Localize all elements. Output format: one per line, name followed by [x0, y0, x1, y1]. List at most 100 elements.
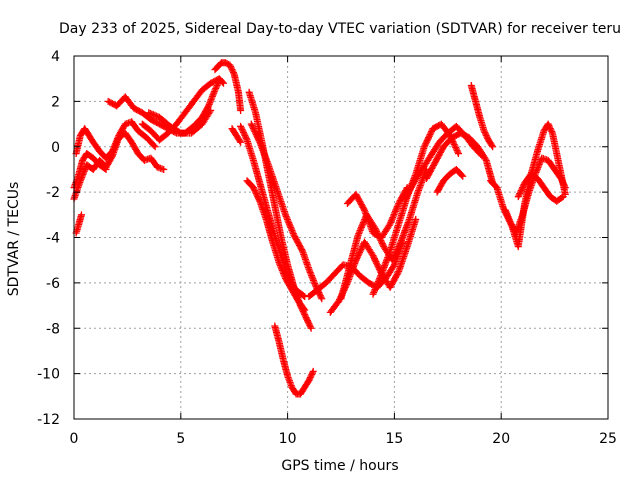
data-point	[250, 126, 258, 134]
axis-ticks: 0 5 10 15 20 25 -12 -10 -8 -6 -4 -2 0 2 4	[37, 49, 617, 447]
data-point	[254, 194, 262, 202]
data-point	[358, 244, 366, 252]
data-point	[253, 132, 261, 140]
data-point	[356, 227, 364, 235]
series-track-14	[271, 322, 317, 398]
data-point	[318, 295, 326, 303]
data-point	[425, 132, 433, 140]
data-point	[454, 150, 462, 158]
data-point	[240, 130, 248, 138]
data-point	[282, 212, 290, 220]
data-point	[218, 78, 226, 86]
series-track-25	[501, 120, 569, 251]
data-point	[393, 246, 401, 254]
data-point	[285, 219, 293, 227]
data-point	[377, 237, 385, 245]
data-points	[70, 59, 569, 398]
data-point	[213, 81, 221, 89]
data-point	[385, 221, 393, 229]
x-tick-label: 25	[599, 431, 617, 447]
data-point	[390, 253, 398, 261]
data-point	[304, 317, 312, 325]
series-track-21	[422, 129, 497, 187]
data-point	[393, 203, 401, 211]
data-point	[305, 376, 313, 384]
series-track-2	[72, 118, 159, 162]
data-point	[481, 128, 489, 136]
data-point	[285, 220, 293, 228]
data-point	[519, 182, 527, 190]
data-point	[374, 278, 382, 286]
data-point	[251, 187, 259, 195]
data-point	[151, 143, 159, 151]
data-point	[175, 128, 183, 136]
data-point	[389, 262, 397, 270]
data-point	[422, 140, 430, 148]
data-point	[386, 220, 394, 228]
series-track-13	[243, 177, 309, 314]
data-point	[379, 241, 387, 249]
data-point	[458, 171, 466, 179]
data-point	[545, 122, 553, 130]
data-point	[283, 216, 291, 224]
data-point	[519, 184, 527, 192]
data-point	[229, 67, 237, 75]
data-point	[306, 375, 314, 383]
series-track-4	[72, 211, 85, 237]
data-point	[357, 223, 365, 231]
data-point	[378, 240, 386, 248]
data-point	[220, 79, 228, 87]
data-point	[389, 214, 397, 222]
data-point	[354, 231, 362, 239]
data-point	[387, 217, 395, 225]
data-point	[356, 249, 364, 257]
data-point	[249, 123, 257, 131]
data-point	[207, 106, 215, 114]
data-point	[255, 196, 263, 204]
data-point	[391, 209, 399, 217]
data-point	[394, 244, 402, 252]
data-point	[228, 66, 236, 74]
data-point	[393, 204, 401, 212]
data-point	[206, 108, 214, 116]
data-point	[249, 125, 257, 133]
data-point	[357, 225, 365, 233]
data-point	[391, 207, 399, 215]
data-point	[389, 255, 397, 263]
data-point	[449, 139, 457, 147]
data-point	[514, 193, 522, 201]
x-tick-label: 0	[70, 431, 79, 447]
data-point	[390, 252, 398, 260]
data-point	[376, 275, 384, 283]
y-tick-label: -4	[46, 231, 60, 247]
y-axis-label: SDTVAR / TECUs	[6, 182, 22, 297]
y-tick-label: -8	[46, 321, 60, 337]
data-point	[306, 321, 314, 329]
data-point	[302, 314, 310, 322]
data-point	[287, 223, 295, 231]
data-point	[252, 131, 260, 139]
series-track-22	[467, 81, 497, 151]
data-point	[394, 201, 402, 209]
series-track-18	[343, 184, 411, 241]
data-point	[242, 134, 250, 142]
series-track-9	[228, 125, 245, 146]
data-point	[394, 269, 402, 277]
data-point	[452, 144, 460, 152]
data-point	[482, 130, 490, 138]
data-point	[376, 273, 384, 281]
series-track-20	[401, 122, 486, 203]
data-point	[211, 86, 219, 94]
data-point	[424, 135, 432, 143]
data-point	[237, 122, 245, 130]
chart-title: Day 233 of 2025, Sidereal Day-to-day VTE…	[59, 21, 621, 37]
data-point	[289, 230, 297, 238]
data-point	[241, 131, 249, 139]
data-point	[101, 165, 109, 173]
data-point	[559, 193, 567, 201]
data-point	[254, 134, 262, 142]
data-point	[251, 128, 259, 136]
data-point	[252, 190, 260, 198]
data-point	[237, 124, 245, 132]
data-point	[515, 191, 523, 199]
